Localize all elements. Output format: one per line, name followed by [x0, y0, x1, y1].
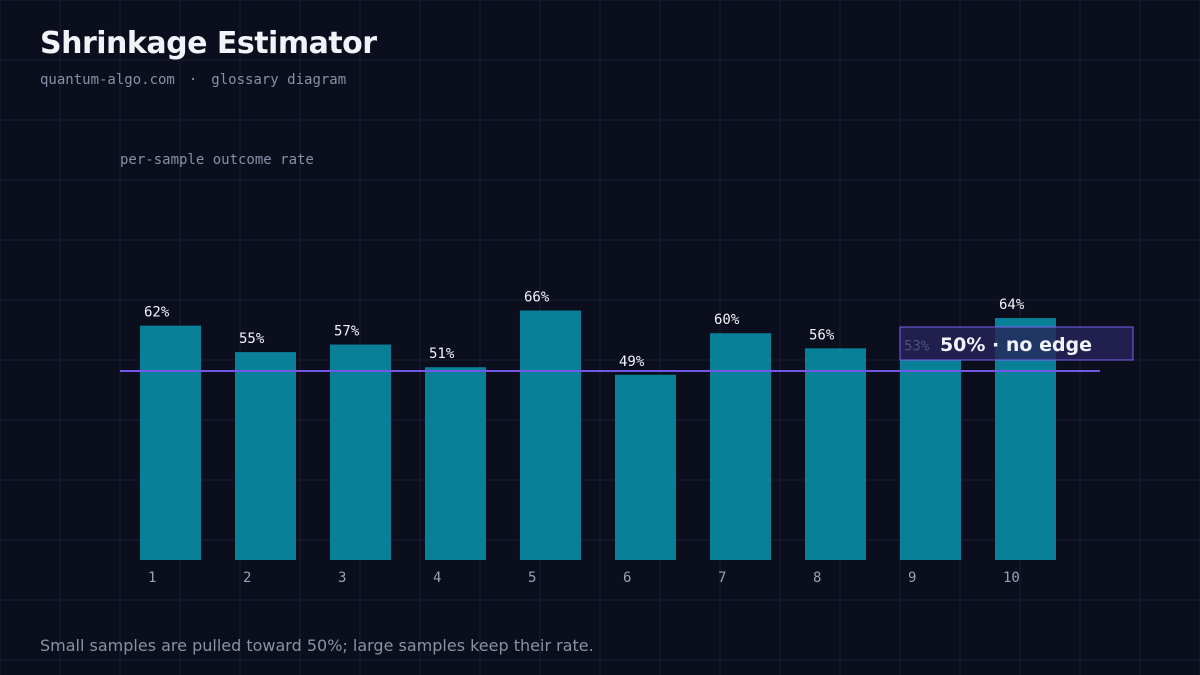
bar-value-label: 66% — [524, 290, 550, 306]
x-tick-label: 2 — [243, 570, 251, 586]
x-tick-label: 1 — [148, 570, 156, 586]
bar — [900, 359, 961, 560]
x-tick-label: 9 — [908, 570, 916, 586]
bar-value-label: 56% — [809, 327, 835, 343]
x-tick-label: 7 — [718, 570, 726, 586]
x-tick-label: 5 — [528, 570, 536, 586]
x-tick-label: 6 — [623, 570, 631, 586]
bar — [615, 374, 676, 560]
bar-value-label: 57% — [334, 324, 360, 340]
x-tick-label: 4 — [433, 570, 441, 586]
x-tick-label: 8 — [813, 570, 821, 586]
bar — [140, 325, 201, 560]
bar — [235, 352, 296, 560]
bar — [710, 333, 771, 560]
x-tick-label: 10 — [1003, 570, 1020, 586]
bar-value-label: 64% — [999, 297, 1025, 313]
bar-value-label: 51% — [429, 346, 455, 362]
chart-caption: Small samples are pulled toward 50%; lar… — [40, 636, 594, 655]
bar — [805, 348, 866, 560]
site-name: quantum-algo.com — [40, 72, 175, 88]
reference-label-box — [899, 326, 1134, 361]
bar — [425, 367, 486, 560]
x-tick-label: 3 — [338, 570, 346, 586]
page-subtitle: quantum-algo.com · glossary diagram — [40, 72, 346, 88]
diagram-kind: glossary diagram — [211, 72, 347, 88]
bar-value-label: 55% — [239, 331, 265, 347]
y-axis-label: per-sample outcome rate — [120, 152, 314, 168]
bar-value-label: 60% — [714, 312, 740, 328]
bar — [520, 310, 581, 560]
bar-value-label: 62% — [144, 305, 170, 321]
bar-value-label: 49% — [619, 354, 645, 370]
reference-line-label: 50% · no edge — [940, 334, 1092, 356]
subtitle-separator: · — [188, 72, 198, 88]
bar — [330, 344, 391, 560]
page-title: Shrinkage Estimator — [40, 26, 377, 61]
